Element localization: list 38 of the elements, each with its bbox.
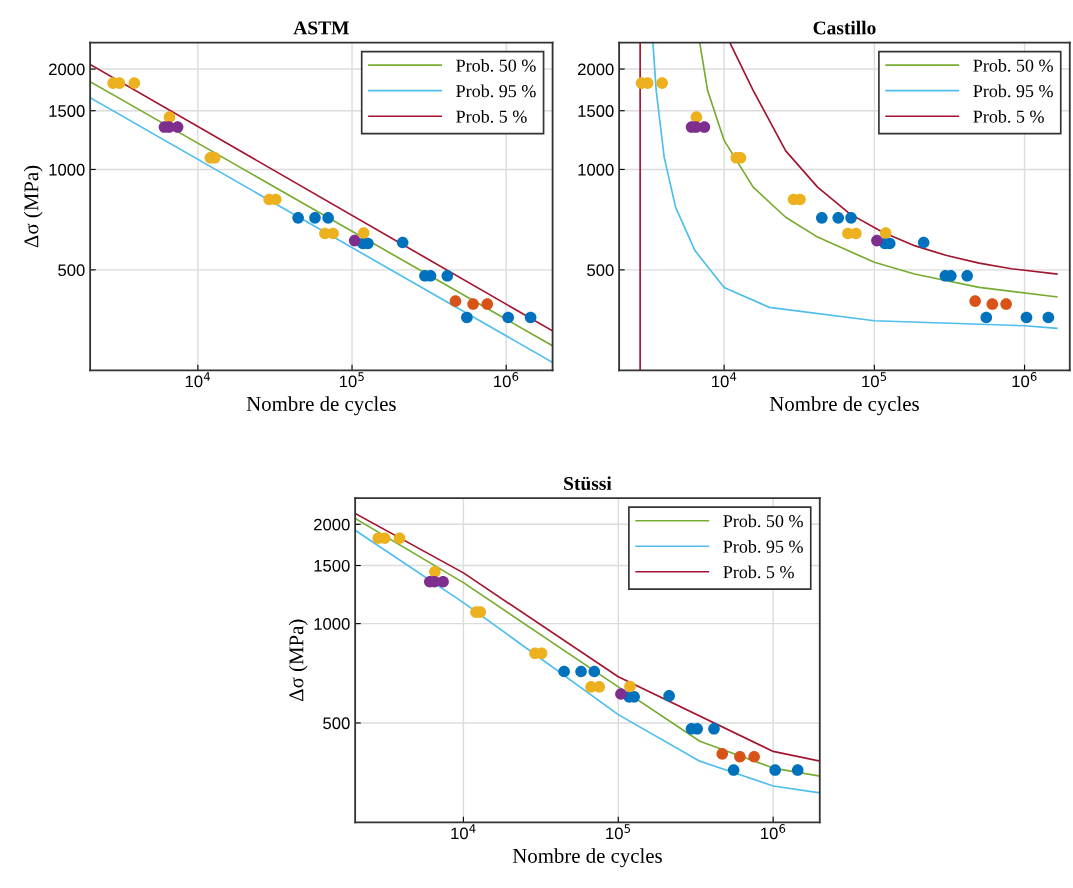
y-tick-label: 500 (58, 264, 85, 277)
x-tick-label: 10$^{6}$ (761, 824, 786, 840)
legend-label: Prob. 50 % (723, 514, 803, 528)
legend-label: Prob. 95 % (456, 84, 536, 98)
y-tick-label: 2000 (49, 63, 85, 76)
legend-label: Prob. 50 % (973, 58, 1053, 72)
legend-label: Prob. 5 % (973, 110, 1044, 123)
y-tick-label: 1000 (314, 618, 350, 630)
legend-label: Prob. 5 % (723, 565, 794, 579)
x-tick-label: 10$^{5}$ (862, 372, 887, 388)
legend-label: Prob. 95 % (723, 540, 803, 553)
y-tick-label: 1000 (49, 163, 85, 176)
chart-title: Castillo (813, 20, 876, 35)
y-tick-label: 1500 (314, 559, 350, 572)
y-tick-label: 500 (323, 717, 350, 730)
x-axis-title: Nombre de cycles (769, 396, 919, 416)
x-tick-label: 10$^{6}$ (1012, 372, 1037, 388)
legend-label: Prob. 95 % (973, 84, 1053, 98)
y-tick-label: 1000 (578, 163, 614, 176)
y-tick-label: 500 (587, 264, 614, 277)
y-tick-label: 2000 (578, 63, 614, 76)
x-tick-label: 10$^{5}$ (339, 372, 364, 388)
legend-label: Prob. 50 % (456, 58, 536, 72)
chart-title: Stüssi (564, 476, 612, 491)
x-axis-title: Nombre de cycles (512, 848, 662, 868)
x-tick-label: 10$^{6}$ (494, 372, 519, 388)
x-tick-label: 10$^{4}$ (185, 372, 211, 388)
y-tick-label: 1500 (49, 105, 85, 117)
y-axis-title: Δσ (MPa) (23, 165, 43, 248)
x-tick-label: 10$^{4}$ (451, 824, 476, 840)
y-axis-title: Δσ (MPa) (288, 619, 308, 701)
x-axis-title: Nombre de cycles (246, 396, 396, 416)
y-tick-label: 2000 (314, 518, 350, 531)
y-tick-label: 1500 (578, 105, 614, 117)
legend-label: Prob. 5 % (456, 110, 527, 123)
chart-title: ASTM (293, 21, 349, 35)
x-tick-label: 10$^{5}$ (606, 824, 631, 840)
x-tick-label: 10$^{4}$ (712, 372, 737, 388)
